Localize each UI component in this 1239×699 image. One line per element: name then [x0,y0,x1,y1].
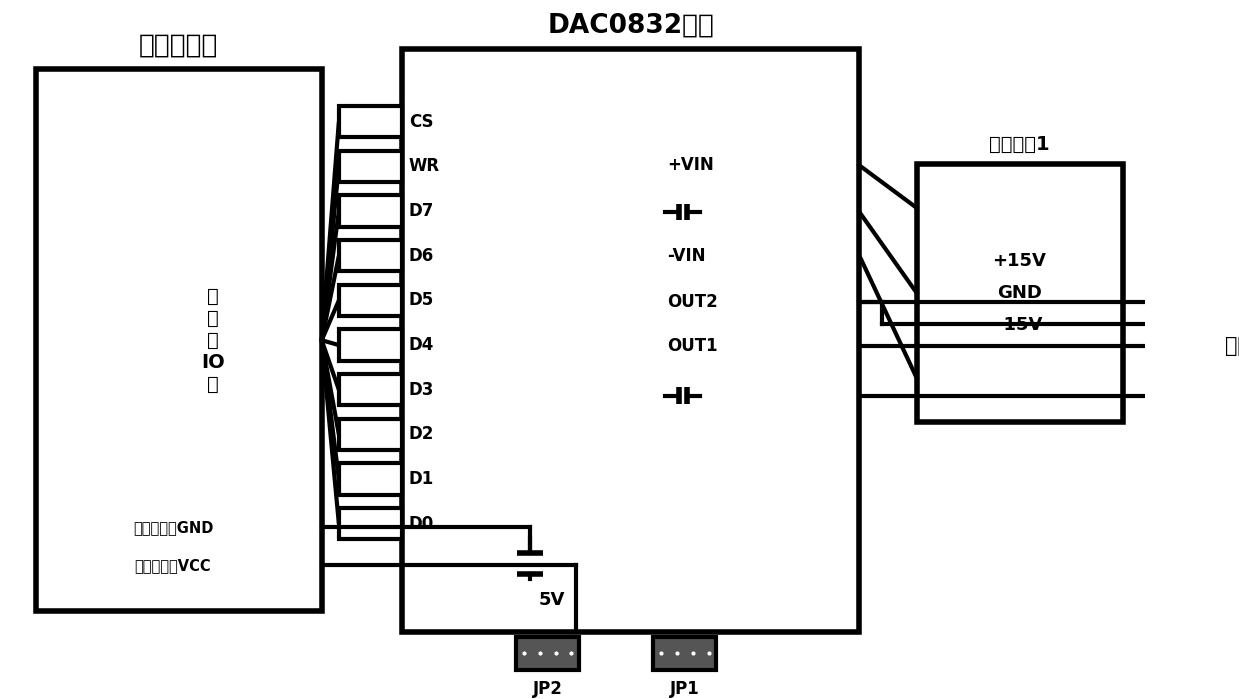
Text: 单片机模块: 单片机模块 [139,33,218,59]
Text: 供电电源1: 供电电源1 [989,135,1049,154]
Text: +VIN: +VIN [667,157,714,174]
Text: D6: D6 [409,247,434,265]
Text: D5: D5 [409,291,434,310]
Text: JP1: JP1 [670,679,700,698]
Bar [339,240,401,271]
Bar [917,164,1123,421]
Text: 输出: 输出 [1225,336,1239,356]
Bar [36,69,322,612]
Text: D1: D1 [409,470,434,488]
Bar [339,106,401,137]
Text: 单片机供电GND: 单片机供电GND [133,520,213,535]
Text: D3: D3 [409,381,434,398]
Text: OUT1: OUT1 [667,337,717,355]
Bar [339,463,401,495]
Bar [339,329,401,361]
Bar [339,419,401,450]
Text: D0: D0 [409,515,434,533]
Text: D7: D7 [409,202,434,220]
Text: DAC0832模块: DAC0832模块 [548,13,714,38]
Text: OUT2: OUT2 [667,294,717,311]
Bar [339,151,401,182]
Text: -VIN: -VIN [667,247,706,265]
Bar [339,508,401,540]
Bar [339,284,401,316]
Text: WR: WR [409,157,440,175]
Text: 单
片
机
IO
口: 单 片 机 IO 口 [201,287,225,394]
Text: +15V
GND
-15V: +15V GND -15V [992,252,1047,334]
Text: JP2: JP2 [533,679,563,698]
Bar [339,374,401,405]
Bar [401,49,860,632]
Text: D2: D2 [409,426,434,443]
Text: 5V: 5V [539,591,565,609]
Bar [653,637,716,670]
Text: CS: CS [409,113,434,131]
Bar [517,637,579,670]
Text: 单片机供电VCC: 单片机供电VCC [135,558,212,572]
Text: D4: D4 [409,336,434,354]
Bar [339,196,401,226]
